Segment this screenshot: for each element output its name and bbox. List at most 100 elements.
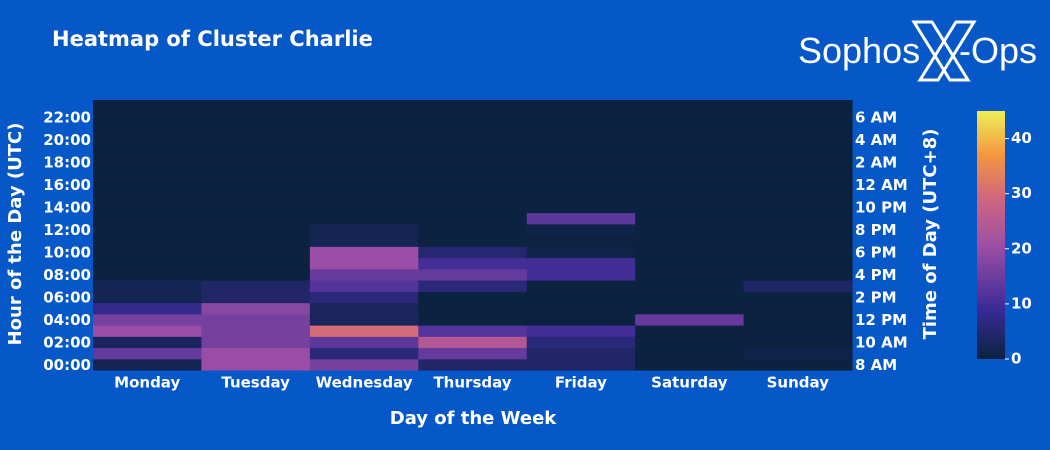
heatmap-cell-monday-h0: [93, 358, 203, 371]
heatmap-cell-tuesday-h8: [201, 268, 311, 281]
colorbar-tick-label: 40: [1011, 129, 1032, 147]
heatmap-cell-wednesday-h14: [309, 201, 419, 214]
x-tick-label-wednesday: Wednesday: [316, 374, 413, 392]
heatmap-cell-friday-h2: [526, 336, 636, 349]
y2-axis-label: Time of Day (UTC+8): [920, 129, 941, 340]
heatmap-cell-sunday-h11: [743, 235, 853, 247]
heatmap-cell-saturday-h21: [635, 122, 745, 135]
heatmap-cell-thursday-h21: [418, 122, 528, 135]
heatmap-cell-sunday-h19: [743, 145, 853, 157]
heatmap-cell-sunday-h4: [743, 313, 853, 326]
heatmap-cell-friday-h19: [526, 145, 636, 157]
heatmap-cell-tuesday-h14: [201, 201, 311, 214]
heatmap-cell-wednesday-h20: [309, 133, 419, 146]
heatmap-cell-friday-h22: [526, 111, 636, 124]
heatmap-cell-saturday-h18: [635, 156, 745, 169]
colorbar-tick-label: 10: [1011, 294, 1032, 312]
y-tick-label: 16:00: [43, 176, 91, 194]
heatmap-cell-sunday-h3: [743, 325, 853, 337]
heatmap-cell-tuesday-h5: [201, 302, 311, 315]
heatmap-cell-monday-h18: [93, 156, 203, 169]
heatmap-cell-tuesday-h20: [201, 133, 311, 146]
heatmap-cell-monday-h4: [93, 313, 203, 326]
heatmap-cell-wednesday-h17: [309, 167, 419, 180]
heatmap-cell-tuesday-h15: [201, 190, 311, 202]
heatmap-cell-saturday-h23: [635, 100, 745, 112]
heatmap-cell-friday-h23: [526, 100, 636, 112]
y2-tick-label: 6 PM: [855, 243, 897, 261]
heatmap-cell-wednesday-h18: [309, 156, 419, 169]
heatmap-cell-monday-h10: [93, 246, 203, 259]
heatmap-cell-friday-h7: [526, 280, 636, 292]
heatmap-cell-friday-h5: [526, 302, 636, 315]
heatmap-cell-friday-h8: [526, 268, 636, 281]
heatmap-cell-friday-h21: [526, 122, 636, 135]
logo-x-mark: [911, 20, 977, 82]
heatmap-cell-thursday-h14: [418, 201, 528, 214]
heatmap-cell-friday-h0: [526, 358, 636, 371]
heatmap-cell-tuesday-h18: [201, 156, 311, 169]
colorbar-tick-label: 20: [1011, 239, 1032, 257]
heatmap-cell-thursday-h19: [418, 145, 528, 157]
heatmap-cell-saturday-h17: [635, 167, 745, 180]
heatmap-cell-sunday-h13: [743, 212, 853, 225]
x-tick-label-sunday: Sunday: [767, 374, 830, 392]
heatmap-cell-wednesday-h13: [309, 212, 419, 225]
heatmap-cell-sunday-h14: [743, 201, 853, 214]
heatmap-cell-friday-h6: [526, 291, 636, 304]
heatmap-cell-saturday-h13: [635, 212, 745, 225]
y-tick-label: 04:00: [43, 311, 91, 329]
x-axis-ticks: Monday Tuesday Wednesday Thursday Friday Satu…: [114, 374, 829, 392]
heatmap-cell-sunday-h7: [743, 280, 853, 292]
logo-text-left: Sophos: [798, 30, 920, 71]
heatmap-cell-monday-h13: [93, 212, 203, 225]
colorbar-tick-label: 0: [1011, 350, 1021, 368]
heatmap-cell-thursday-h5: [418, 302, 528, 315]
heatmap-cell-thursday-h1: [418, 347, 528, 360]
heatmap-cell-monday-h16: [93, 178, 203, 191]
heatmap-cell-tuesday-h23: [201, 100, 311, 112]
y-tick-label: 06:00: [43, 288, 91, 306]
colorbar-ticks: 0 10 20 30 40: [1005, 129, 1032, 368]
heatmap-cell-friday-h3: [526, 325, 636, 337]
heatmap-cell-thursday-h7: [418, 280, 528, 292]
heatmap-cell-thursday-h15: [418, 190, 528, 202]
heatmap-cell-sunday-h1: [743, 347, 853, 360]
heatmap-cell-wednesday-h8: [309, 268, 419, 281]
colorbar-tick-label: 30: [1011, 184, 1032, 202]
heatmap-cell-saturday-h9: [635, 257, 745, 270]
logo-text-right: -Ops: [959, 30, 1036, 71]
y2-tick-label: 10 AM: [855, 333, 908, 351]
heatmap-cell-tuesday-h7: [201, 280, 311, 292]
heatmap-cell-monday-h3: [93, 325, 203, 337]
heatmap-cell-monday-h7: [93, 280, 203, 292]
heatmap-cell-friday-h4: [526, 313, 636, 326]
heatmap-cell-friday-h18: [526, 156, 636, 169]
heatmap-cell-friday-h9: [526, 257, 636, 270]
heatmap-cell-saturday-h1: [635, 347, 745, 360]
heatmap-cell-wednesday-h1: [309, 347, 419, 360]
heatmap-cell-tuesday-h21: [201, 122, 311, 135]
y-tick-label: 18:00: [43, 153, 91, 171]
y-tick-label: 22:00: [43, 108, 91, 126]
heatmap-cell-monday-h14: [93, 201, 203, 214]
heatmap-cell-sunday-h21: [743, 122, 853, 135]
heatmap-cell-saturday-h2: [635, 336, 745, 349]
colorbar: [977, 111, 1005, 359]
heatmap-cell-saturday-h10: [635, 246, 745, 259]
heatmap-cell-friday-h16: [526, 178, 636, 191]
y2-tick-label: 2 AM: [855, 153, 897, 171]
heatmap-cell-wednesday-h22: [309, 111, 419, 124]
heatmap-cell-wednesday-h15: [309, 190, 419, 202]
heatmap-cell-thursday-h2: [418, 336, 528, 349]
heatmap-cell-wednesday-h10: [309, 246, 419, 259]
y-tick-label: 14:00: [43, 198, 91, 216]
x-tick-label-monday: Monday: [114, 374, 180, 392]
y2-tick-label: 12 PM: [855, 311, 907, 329]
y-tick-label: 12:00: [43, 221, 91, 239]
heatmap-cell-thursday-h3: [418, 325, 528, 337]
heatmap-cell-saturday-h16: [635, 178, 745, 191]
x-axis-label: Day of the Week: [390, 408, 558, 429]
y-axis-ticks: 00:00 02:00 04:00 06:00 08:00 10:00 12:00 14:00…: [43, 108, 91, 374]
